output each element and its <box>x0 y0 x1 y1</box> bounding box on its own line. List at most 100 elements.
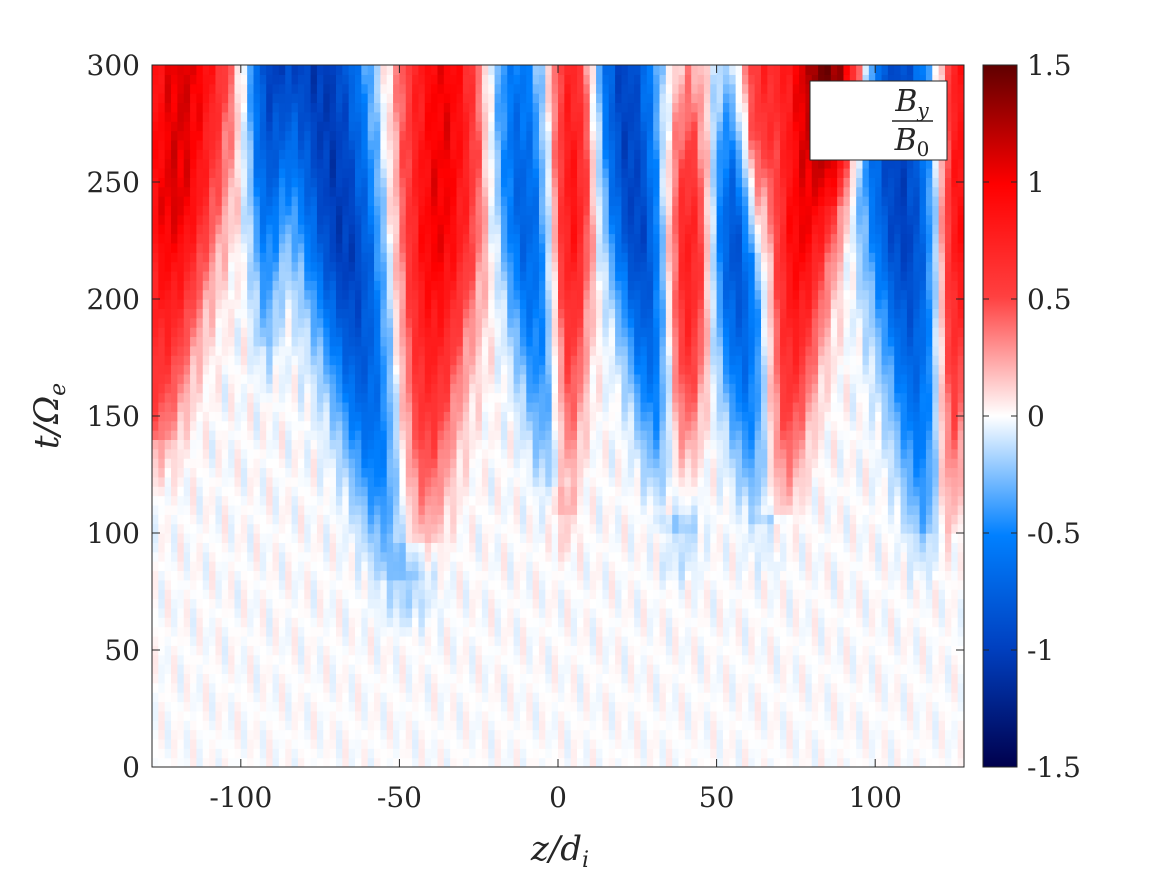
heatmap-cell <box>171 645 178 656</box>
heatmap-cell <box>919 458 927 469</box>
heatmap-cell <box>805 664 813 674</box>
heatmap-cell <box>951 486 959 497</box>
heatmap-cell <box>640 579 648 590</box>
heatmap-cell <box>329 748 337 759</box>
heatmap-cell <box>450 495 458 506</box>
heatmap-cell <box>538 757 546 767</box>
heatmap-cell <box>570 720 578 731</box>
heatmap-cell <box>913 757 921 767</box>
heatmap-cell <box>374 710 381 721</box>
heatmap-cell <box>469 570 477 581</box>
heatmap-cell <box>589 551 597 562</box>
heatmap-cell <box>507 439 515 450</box>
heatmap-cell <box>253 458 261 469</box>
heatmap-cell <box>488 579 496 590</box>
heatmap-cell <box>811 542 819 553</box>
heatmap-cell <box>361 692 369 703</box>
heatmap-cell <box>259 523 267 534</box>
heatmap-cell <box>386 542 394 553</box>
heatmap-cell <box>646 626 654 637</box>
heatmap-cell <box>589 729 597 740</box>
heatmap-cell <box>913 458 921 469</box>
heatmap-cell <box>221 598 229 609</box>
heatmap-cell <box>773 495 781 506</box>
heatmap-cell <box>799 401 806 412</box>
heatmap-cell <box>393 551 400 562</box>
heatmap-cell <box>577 458 584 469</box>
heatmap-cell <box>532 664 540 674</box>
heatmap-cell <box>792 542 800 553</box>
heatmap-cell <box>697 561 705 572</box>
heatmap-cell <box>786 729 794 740</box>
heatmap-cell <box>938 664 946 674</box>
heatmap-cell <box>424 701 432 712</box>
heatmap-cell <box>545 561 553 572</box>
heatmap-cell <box>691 673 699 684</box>
heatmap-cell <box>672 720 680 731</box>
heatmap-cell <box>443 645 451 656</box>
heatmap-cell <box>329 533 337 543</box>
heatmap-cell <box>830 710 838 721</box>
heatmap-cell <box>266 495 274 506</box>
heatmap-cell <box>285 645 293 656</box>
heatmap-cell <box>729 729 737 740</box>
heatmap-cell <box>913 401 921 412</box>
heatmap-cell <box>443 738 451 749</box>
heatmap-cell <box>367 523 375 534</box>
heatmap-cell <box>266 748 274 759</box>
heatmap-cell <box>913 430 921 440</box>
heatmap-cell <box>342 589 350 600</box>
heatmap-cell <box>316 495 324 506</box>
heatmap-cell <box>177 561 185 572</box>
heatmap-cell <box>906 551 914 562</box>
heatmap-cell <box>773 533 781 543</box>
heatmap-cell <box>856 598 864 609</box>
heatmap-cell <box>228 439 236 450</box>
heatmap-cell <box>653 598 661 609</box>
heatmap-cell <box>589 411 597 422</box>
heatmap-cell <box>355 738 362 749</box>
heatmap-cell <box>665 458 673 469</box>
heatmap-cell <box>754 579 762 590</box>
heatmap-cell <box>348 635 356 646</box>
heatmap-cell <box>526 720 534 731</box>
heatmap-cell <box>152 579 159 590</box>
heatmap-cell <box>729 495 737 506</box>
heatmap-cell <box>532 738 540 749</box>
heatmap-cell <box>374 654 381 665</box>
heatmap-cell <box>780 598 787 609</box>
heatmap-cell <box>710 551 718 562</box>
heatmap-cell <box>297 617 305 628</box>
heatmap-cell <box>761 514 768 525</box>
heatmap-cell <box>469 654 477 665</box>
heatmap-cell <box>558 635 565 646</box>
heatmap-cell <box>627 748 635 759</box>
heatmap-cell <box>653 579 661 590</box>
heatmap-cell <box>900 682 908 693</box>
heatmap-cell <box>799 448 806 459</box>
heatmap-cell <box>716 401 724 412</box>
heatmap-cell <box>710 720 718 731</box>
heatmap-cell <box>875 430 883 440</box>
heatmap-cell <box>424 598 432 609</box>
heatmap-cell <box>469 486 477 497</box>
heatmap-cell <box>659 607 667 618</box>
heatmap-cell <box>957 561 964 572</box>
heatmap-cell <box>691 570 699 581</box>
heatmap-cell <box>177 710 185 721</box>
heatmap-cell <box>938 476 946 487</box>
heatmap-cell <box>678 738 686 749</box>
heatmap-cell <box>818 495 826 506</box>
heatmap-cell <box>221 420 229 431</box>
heatmap-cell <box>171 448 178 459</box>
heatmap-cell <box>741 729 749 740</box>
heatmap-cell <box>875 673 883 684</box>
heatmap-cell <box>278 514 286 525</box>
heatmap-cell <box>659 504 667 515</box>
heatmap-cell <box>665 579 673 590</box>
heatmap-cell <box>399 664 407 674</box>
heatmap-cell <box>786 682 794 693</box>
heatmap-cell <box>703 635 711 646</box>
heatmap-cell <box>900 664 908 674</box>
heatmap-cell <box>792 701 800 712</box>
